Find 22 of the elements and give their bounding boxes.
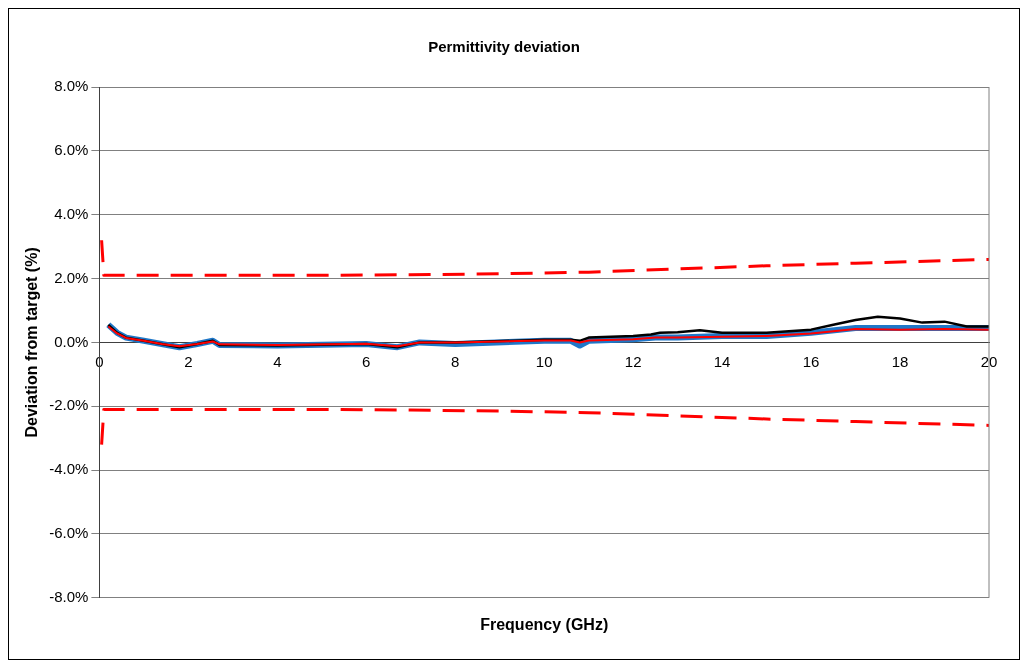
y-tick-label: -4.0% — [49, 460, 89, 478]
y-tick-label: -6.0% — [49, 524, 89, 542]
y-tick-label: 2.0% — [54, 268, 89, 286]
x-tick-label: 18 — [891, 352, 909, 370]
y-tick-label: -8.0% — [49, 587, 89, 605]
y-tick-label: 8.0% — [54, 77, 89, 95]
x-tick-label: 8 — [451, 352, 460, 370]
y-tick-label: 4.0% — [54, 204, 89, 222]
y-tick-label: -2.0% — [49, 396, 89, 414]
x-tick-label: 20 — [980, 352, 998, 370]
x-axis-title: Frequency (GHz) — [480, 615, 609, 633]
y-tick-label: 0.0% — [54, 332, 89, 350]
x-tick-label: 4 — [273, 352, 282, 370]
x-tick-label: 10 — [535, 352, 553, 370]
x-tick-label: 12 — [624, 352, 642, 370]
x-tick-label: 14 — [713, 352, 731, 370]
x-tick-label: 16 — [802, 352, 820, 370]
x-tick-label: 2 — [184, 352, 193, 370]
y-tick-label: 6.0% — [54, 140, 89, 158]
y-axis-title: Deviation from target (%) — [23, 247, 41, 438]
chart-title: Permittivity deviation — [428, 38, 580, 56]
x-tick-label: 6 — [362, 352, 371, 370]
